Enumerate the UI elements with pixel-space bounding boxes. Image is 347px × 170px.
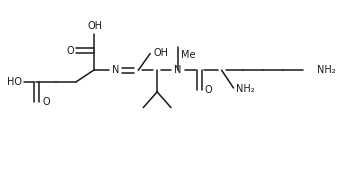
Text: Me: Me [181, 49, 195, 60]
Text: O: O [205, 85, 212, 95]
Text: OH: OH [153, 48, 168, 57]
Text: O: O [42, 97, 50, 107]
Text: OH: OH [87, 21, 102, 31]
Text: NH₂: NH₂ [237, 84, 255, 94]
Text: N: N [112, 65, 119, 75]
Text: N: N [174, 65, 181, 75]
Text: O: O [66, 46, 74, 56]
Text: HO: HO [7, 77, 22, 87]
Text: NH₂: NH₂ [317, 65, 336, 75]
